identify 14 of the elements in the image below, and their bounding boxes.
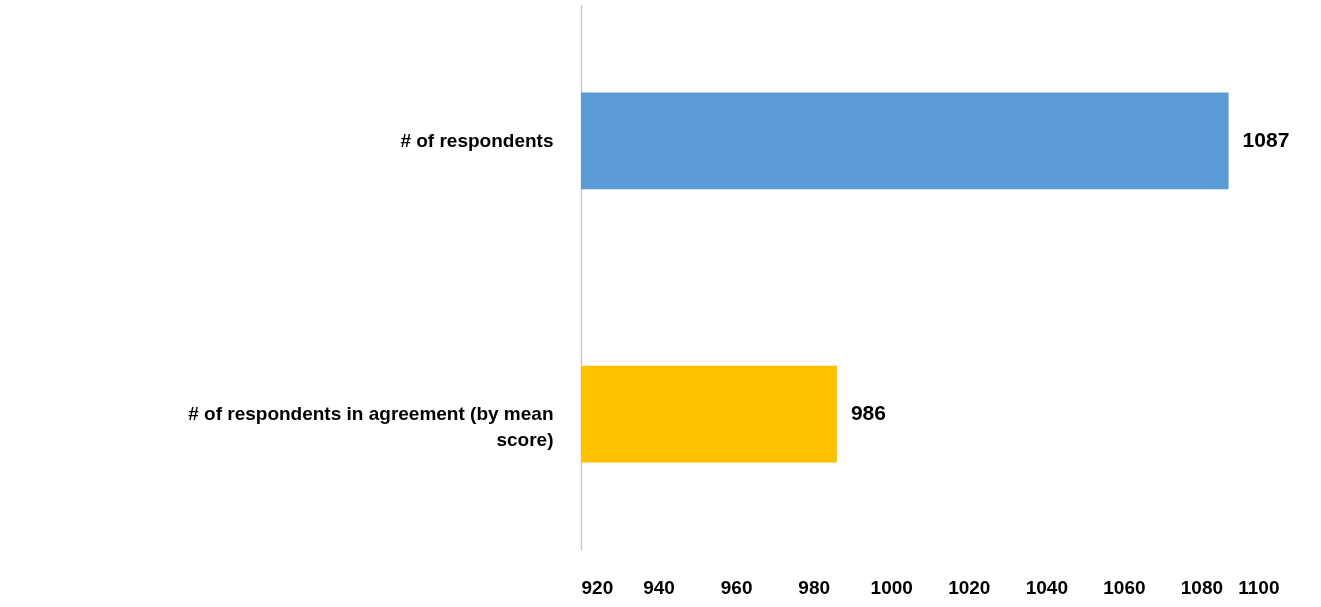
data-label: 1087 xyxy=(1242,127,1290,151)
y-tick-label: # of respondents in agreement (by mean score) xyxy=(188,403,554,451)
data-label: 986 xyxy=(850,401,886,425)
y-tick-label: # of respondents xyxy=(400,129,554,151)
x-tick-label: 1060 xyxy=(1103,576,1146,598)
x-tick-label: 1040 xyxy=(1025,576,1068,598)
x-tick-label: 1080 xyxy=(1180,576,1224,598)
x-tick-label: 940 xyxy=(643,576,675,598)
x-tick-label: 1020 xyxy=(948,576,991,598)
x-tick-label: 980 xyxy=(798,576,831,598)
x-tick-label: 920 xyxy=(581,576,614,598)
x-tick-label: 960 xyxy=(720,576,753,598)
x-tick-label: 1000 xyxy=(870,576,913,598)
x-tick-label: 1100 xyxy=(1238,576,1280,598)
